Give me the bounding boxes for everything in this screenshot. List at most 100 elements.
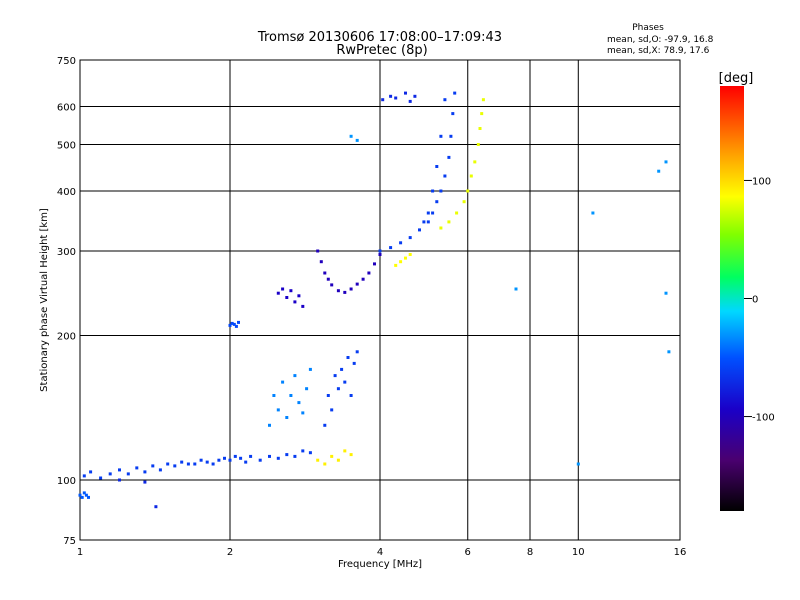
data-point	[293, 454, 297, 458]
data-point	[326, 277, 330, 281]
data-point	[276, 408, 280, 412]
data-point	[237, 320, 240, 324]
data-point	[205, 460, 209, 464]
data-point	[166, 462, 170, 466]
data-point	[186, 462, 190, 466]
data-point	[154, 505, 158, 509]
data-point	[89, 470, 93, 474]
data-point	[232, 322, 236, 326]
data-point	[78, 493, 82, 497]
data-point	[211, 462, 215, 466]
data-point	[99, 476, 103, 480]
data-point	[87, 495, 90, 499]
data-point	[272, 394, 276, 397]
y-tick-label: 600	[57, 103, 76, 114]
x-tick-label: 8	[527, 547, 533, 558]
phases-x-stats: mean, sd,X: 78.9, 17.6	[607, 46, 710, 56]
colorbar-tick-label: 100	[752, 176, 771, 187]
data-point	[228, 323, 232, 327]
chart-title: Tromsø 20130606 17:08:00–17:09:43	[257, 30, 502, 45]
data-point	[289, 289, 293, 293]
data-point	[297, 401, 301, 405]
data-point	[408, 253, 412, 256]
data-point	[355, 350, 359, 354]
data-point	[217, 458, 221, 462]
data-point	[451, 112, 455, 116]
data-point	[343, 449, 347, 453]
data-point	[118, 468, 121, 472]
data-point	[591, 211, 595, 215]
data-point	[301, 449, 305, 453]
data-point	[293, 300, 297, 304]
data-point	[258, 458, 262, 462]
phases-o-stats: mean, sd,O: -97.9, 16.8	[607, 35, 714, 45]
data-point	[462, 200, 466, 204]
colorbar-gradient	[720, 86, 744, 511]
data-point	[389, 246, 393, 250]
y-tick-label: 500	[57, 141, 76, 152]
data-point	[404, 91, 407, 95]
data-point	[330, 283, 334, 287]
data-point	[657, 169, 661, 173]
data-point	[443, 98, 447, 102]
colorbar-tick-label: 0	[752, 295, 758, 306]
data-point	[455, 211, 459, 215]
data-point	[233, 454, 237, 458]
data-point	[323, 423, 327, 427]
data-point	[193, 462, 197, 466]
data-point	[378, 253, 382, 256]
x-tick-label: 4	[377, 547, 383, 558]
x-tick-label: 1	[77, 547, 83, 558]
x-tick-label: 2	[227, 547, 233, 558]
chart-subtitle: RwPretec (8p)	[336, 43, 427, 58]
data-point	[367, 271, 371, 275]
data-point	[223, 456, 226, 460]
data-point	[349, 134, 353, 138]
x-tick-label: 10	[572, 547, 585, 558]
data-point	[361, 277, 365, 281]
data-points	[78, 91, 671, 509]
data-point	[576, 462, 580, 466]
data-point	[336, 289, 340, 293]
colorbar-unit: [deg]	[719, 71, 754, 86]
data-point	[301, 304, 305, 308]
data-point	[330, 454, 334, 458]
data-point	[389, 94, 393, 98]
data-point	[426, 220, 430, 224]
data-point	[293, 374, 297, 378]
data-point	[180, 460, 184, 464]
data-point	[404, 256, 407, 260]
data-point	[330, 408, 334, 412]
data-point	[158, 468, 162, 472]
data-point	[667, 350, 671, 354]
data-point	[249, 454, 253, 458]
data-point	[143, 470, 147, 474]
data-point	[394, 96, 398, 100]
data-point	[439, 226, 443, 230]
data-point	[478, 127, 482, 130]
y-tick-label: 75	[63, 536, 76, 547]
data-point	[268, 423, 271, 427]
data-point	[453, 91, 457, 95]
data-point	[289, 394, 293, 397]
data-point	[439, 134, 443, 138]
plot-area: 1 2 4 6 8 10 16 75 100 200 300 400 500 600 750	[57, 56, 686, 558]
data-point	[230, 321, 234, 325]
data-point	[84, 493, 88, 497]
data-point	[239, 456, 243, 460]
data-point	[378, 249, 382, 253]
data-point	[514, 287, 518, 291]
y-tick-label: 750	[57, 56, 76, 67]
data-point	[413, 94, 417, 98]
data-point	[316, 458, 320, 462]
data-point	[276, 456, 280, 460]
data-point	[664, 291, 668, 295]
data-point	[394, 263, 398, 267]
data-point	[355, 138, 359, 142]
data-point	[447, 155, 451, 159]
y-tick-label: 200	[57, 332, 76, 343]
y-tick-label: 400	[57, 187, 76, 198]
x-tick-label: 16	[674, 547, 687, 558]
data-point	[336, 387, 340, 391]
